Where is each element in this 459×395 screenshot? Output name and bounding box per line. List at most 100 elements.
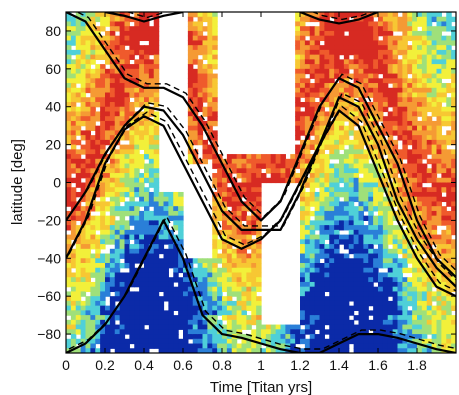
heat-cell [256,210,262,217]
heat-cell [329,49,335,56]
heat-cell [105,135,111,141]
heat-cell [339,101,345,108]
heat-cell [241,315,247,321]
heat-cell [319,97,325,103]
heat-cell [207,49,213,56]
heat-cell [148,92,155,98]
heat-cell [378,16,384,23]
heat-cell [256,258,262,264]
heat-cell [261,338,267,345]
heat-cell [324,21,330,27]
heat-cell [129,68,135,75]
heat-cell [348,319,355,326]
heat-cell [309,139,316,146]
heat-cell [319,130,325,136]
heat-cell [397,135,403,141]
heat-cell [392,315,399,321]
heat-cell [212,49,218,56]
heat-cell [378,286,384,293]
heat-cell [90,215,96,221]
heat-cell [256,300,262,307]
heat-cell [343,163,350,169]
heat-cell [70,87,77,94]
heat-cell [212,35,218,42]
heat-cell [319,253,325,259]
heat-cell [187,286,194,293]
heat-cell [85,173,91,179]
heat-cell [144,12,150,18]
heat-cell [192,286,199,293]
heat-cell [353,182,360,188]
heat-cell [436,338,442,345]
heat-cell [222,348,228,353]
heat-cell [66,125,72,132]
heat-cell [212,177,218,184]
heat-cell [207,68,213,75]
heat-cell [158,248,165,255]
heat-cell [251,291,257,297]
heat-cell [407,239,413,245]
heat-cell [75,68,82,75]
heat-cell [95,253,101,259]
heat-cell [212,291,218,297]
heat-cell [192,305,199,311]
heat-cell [451,338,456,345]
heat-cell [85,125,91,132]
heat-cell [212,206,218,212]
heat-cell [109,248,116,255]
heat-cell [241,348,247,353]
heat-cell [66,111,72,117]
heat-cell [75,111,82,117]
heat-cell [417,64,423,70]
heat-cell [139,244,145,250]
heat-cell [222,272,228,278]
heat-cell [387,120,394,127]
heat-cell [124,54,130,60]
heat-cell [256,154,262,160]
heat-cell [148,343,155,349]
heat-cell [334,234,340,240]
heat-cell [212,116,218,122]
heat-cell [256,229,262,236]
heat-cell [75,149,82,155]
heat-cell [368,135,374,141]
heat-cell [304,201,311,207]
heat-cell [270,154,277,160]
heat-cell [343,315,350,321]
heat-cell [368,201,374,207]
heat-cell [436,220,442,226]
heat-cell [334,210,340,217]
heat-cell [256,263,262,269]
heat-cell [441,106,447,113]
heat-cell [324,158,330,165]
heat-cell [431,239,438,245]
heat-cell [251,305,257,311]
heat-cell [334,182,340,188]
heat-cell [334,26,340,32]
heat-cell [407,187,413,193]
heat-cell [153,338,160,345]
heat-cell [109,220,116,226]
heat-cell [148,229,155,236]
heat-cell [339,26,345,32]
heat-cell [378,144,384,150]
heat-cell [397,210,403,217]
heat-cell [314,348,321,353]
heat-cell [319,73,325,79]
heat-cell [421,54,428,60]
heat-cell [324,177,330,184]
heat-cell [368,116,374,122]
heat-cell [421,83,428,89]
heat-cell [314,177,321,184]
heat-cell [66,210,72,217]
heat-cell [217,191,223,198]
heat-cell [324,201,330,207]
heat-cell [197,83,204,89]
heat-cell [348,163,355,169]
heat-cell [373,296,379,302]
heat-cell [217,267,223,274]
heat-cell [173,225,179,231]
heat-cell [222,248,228,255]
heat-cell [212,83,218,89]
heat-cell [343,87,350,94]
